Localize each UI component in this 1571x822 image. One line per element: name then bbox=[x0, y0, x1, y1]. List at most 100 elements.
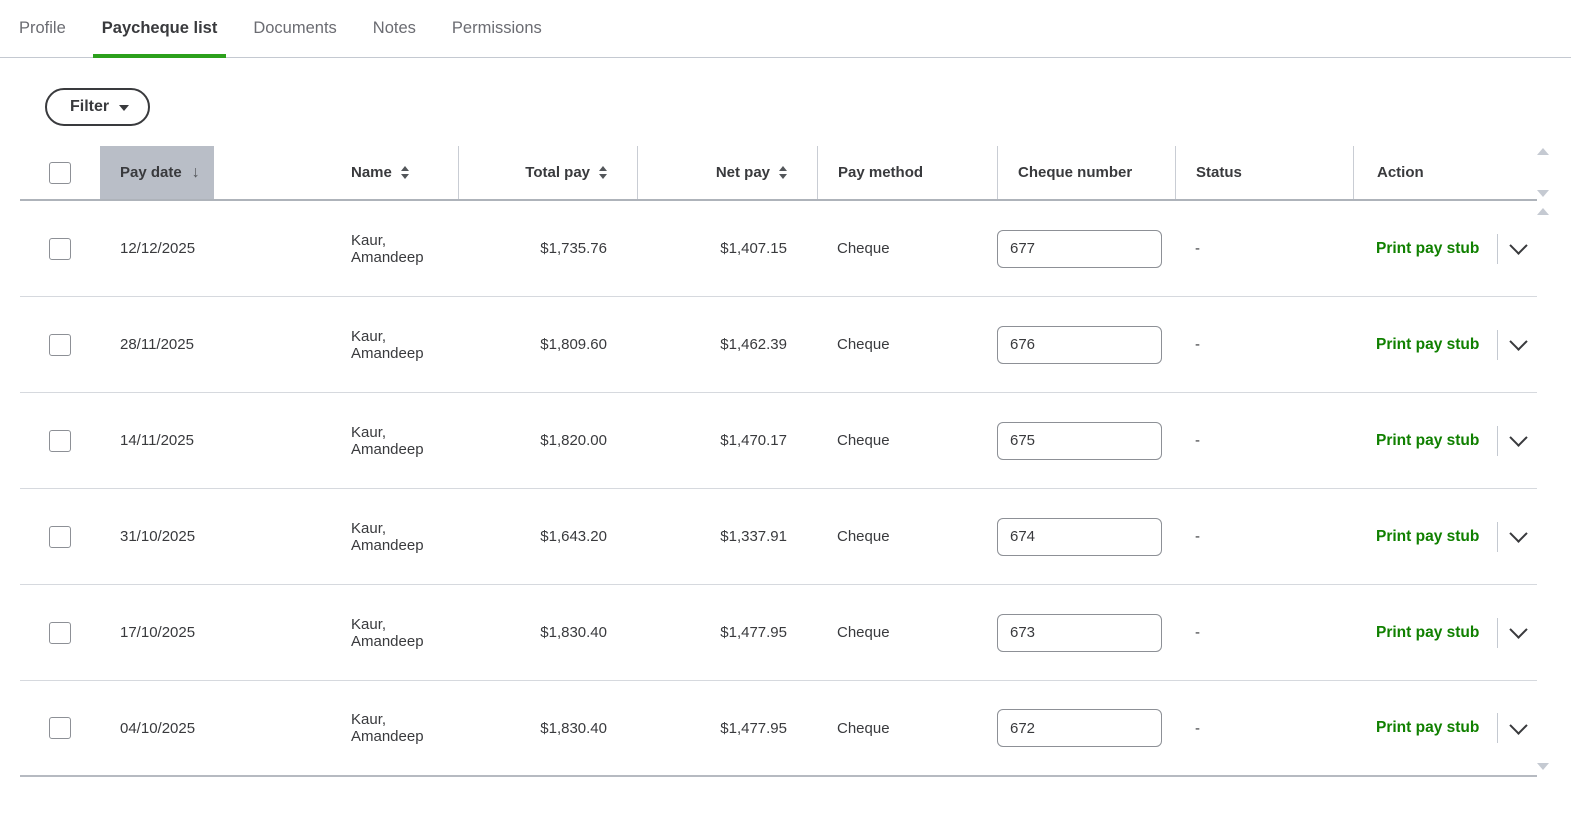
print-pay-stub-link[interactable]: Print pay stub bbox=[1376, 239, 1480, 257]
tab-notes[interactable]: Notes bbox=[372, 19, 416, 37]
status-cell: - bbox=[1195, 432, 1200, 449]
cheque-number-header-label: Cheque number bbox=[1018, 164, 1133, 181]
chevron-down-icon[interactable] bbox=[1509, 715, 1528, 735]
row-checkbox[interactable] bbox=[49, 237, 71, 260]
name-cell: Kaur, Amandeep bbox=[351, 327, 424, 362]
column-header-status: Status bbox=[1175, 146, 1353, 199]
pay-date-cell: 14/11/2025 bbox=[120, 432, 194, 449]
cheque-number-cell bbox=[997, 393, 1175, 488]
tab-profile[interactable]: Profile bbox=[19, 19, 66, 37]
column-header-action: Action bbox=[1353, 146, 1537, 199]
body-scroll-up-arrow[interactable] bbox=[1537, 208, 1549, 215]
tab-paycheque-list[interactable]: Paycheque list bbox=[92, 0, 227, 58]
cheque-number-cell bbox=[997, 297, 1175, 392]
net-pay-cell: $1,462.39 bbox=[720, 336, 787, 353]
pay-method-cell: Cheque bbox=[837, 528, 890, 545]
row-checkbox[interactable] bbox=[49, 525, 71, 548]
pay-method-cell: Cheque bbox=[837, 240, 890, 257]
tab-documents[interactable]: Documents bbox=[253, 19, 337, 37]
sort-icon bbox=[599, 166, 607, 179]
pay-method-header-label: Pay method bbox=[838, 164, 924, 181]
cheque-number-input[interactable] bbox=[997, 229, 1162, 268]
total-pay-cell: $1,830.40 bbox=[540, 624, 607, 641]
status-header-label: Status bbox=[1196, 164, 1242, 181]
cheque-number-cell bbox=[997, 585, 1175, 680]
pay-date-cell: 31/10/2025 bbox=[120, 528, 196, 545]
paycheque-table: Pay date ↓ Name Total pay Net pay Pay me… bbox=[20, 146, 1537, 777]
chevron-down-icon bbox=[119, 105, 130, 111]
total-pay-cell: $1,643.20 bbox=[540, 528, 607, 545]
name-cell: Kaur, Amandeep bbox=[351, 423, 424, 458]
chevron-down-icon[interactable] bbox=[1509, 620, 1528, 639]
net-pay-cell: $1,477.95 bbox=[720, 624, 787, 641]
pay-date-cell: 12/12/2025 bbox=[120, 240, 196, 257]
print-pay-stub-link[interactable]: Print pay stub bbox=[1376, 719, 1480, 736]
chevron-down-icon[interactable] bbox=[1509, 236, 1528, 255]
print-pay-stub-link[interactable]: Print pay stub bbox=[1376, 527, 1480, 545]
pay-date-header-label: Pay date bbox=[120, 164, 182, 181]
cheque-number-input[interactable] bbox=[997, 709, 1162, 747]
action-cell: Print pay stub bbox=[1353, 201, 1537, 296]
table-body: 12/12/2025 Kaur, Amandeep $1,735.76 $1,4… bbox=[20, 201, 1537, 777]
cheque-number-input[interactable] bbox=[997, 421, 1162, 460]
total-pay-cell: $1,735.76 bbox=[540, 240, 607, 257]
net-pay-cell: $1,337.91 bbox=[720, 528, 787, 545]
total-pay-header-label: Total pay bbox=[525, 164, 590, 181]
filter-button-label: Filter bbox=[70, 98, 110, 115]
action-divider bbox=[1496, 617, 1498, 648]
pay-date-cell: 04/10/2025 bbox=[120, 719, 196, 737]
column-header-net-pay[interactable]: Net pay bbox=[637, 146, 817, 199]
total-pay-cell: $1,809.60 bbox=[540, 336, 607, 353]
action-divider bbox=[1496, 713, 1498, 743]
name-header-label: Name bbox=[351, 164, 392, 181]
row-checkbox[interactable] bbox=[49, 621, 71, 644]
status-cell: - bbox=[1195, 719, 1200, 737]
row-checkbox[interactable] bbox=[49, 333, 71, 356]
print-pay-stub-link[interactable]: Print pay stub bbox=[1376, 431, 1480, 449]
column-header-cheque-number: Cheque number bbox=[997, 146, 1175, 199]
action-cell: Print pay stub bbox=[1353, 585, 1537, 680]
status-cell: - bbox=[1195, 240, 1200, 257]
print-pay-stub-link[interactable]: Print pay stub bbox=[1376, 623, 1480, 641]
column-header-name[interactable]: Name bbox=[283, 146, 458, 199]
table-row: 17/10/2025 Kaur, Amandeep $1,830.40 $1,4… bbox=[20, 585, 1537, 681]
sort-button-pay-date[interactable]: Pay date ↓ bbox=[100, 146, 214, 199]
name-cell: Kaur, Amandeep bbox=[351, 711, 424, 745]
cheque-number-cell bbox=[997, 489, 1175, 584]
action-cell: Print pay stub bbox=[1353, 681, 1537, 775]
cheque-number-input[interactable] bbox=[997, 613, 1162, 652]
cheque-number-input[interactable] bbox=[997, 325, 1162, 364]
sort-descending-icon: ↓ bbox=[191, 163, 200, 181]
header-scroll-up-arrow[interactable] bbox=[1537, 148, 1549, 155]
row-checkbox[interactable] bbox=[49, 429, 71, 452]
body-scroll-down-arrow[interactable] bbox=[1537, 763, 1549, 770]
action-header-label: Action bbox=[1377, 164, 1424, 181]
status-cell: - bbox=[1195, 624, 1200, 641]
action-cell: Print pay stub bbox=[1353, 489, 1537, 584]
row-checkbox[interactable] bbox=[49, 717, 71, 739]
tab-bar: Profile Paycheque list Documents Notes P… bbox=[0, 0, 1571, 58]
pay-date-cell: 28/11/2025 bbox=[120, 336, 194, 353]
table-header-row: Pay date ↓ Name Total pay Net pay Pay me… bbox=[20, 146, 1537, 201]
header-scroll-down-arrow[interactable] bbox=[1537, 190, 1549, 197]
pay-date-cell: 17/10/2025 bbox=[120, 624, 196, 641]
action-divider bbox=[1496, 233, 1498, 264]
pay-method-cell: Cheque bbox=[837, 432, 890, 449]
column-header-pay-method: Pay method bbox=[817, 146, 997, 199]
filter-button[interactable]: Filter bbox=[45, 88, 151, 126]
net-pay-cell: $1,407.15 bbox=[720, 240, 787, 257]
tab-permissions[interactable]: Permissions bbox=[451, 19, 542, 37]
select-all-checkbox[interactable] bbox=[49, 161, 71, 184]
cheque-number-cell bbox=[997, 201, 1175, 296]
chevron-down-icon[interactable] bbox=[1509, 428, 1528, 447]
chevron-down-icon[interactable] bbox=[1509, 332, 1528, 351]
table-row: 31/10/2025 Kaur, Amandeep $1,643.20 $1,3… bbox=[20, 489, 1537, 585]
column-header-pay-date: Pay date ↓ bbox=[100, 146, 283, 199]
status-cell: - bbox=[1195, 528, 1200, 545]
name-cell: Kaur, Amandeep bbox=[351, 231, 424, 266]
name-cell: Kaur, Amandeep bbox=[351, 519, 424, 554]
chevron-down-icon[interactable] bbox=[1509, 524, 1528, 543]
print-pay-stub-link[interactable]: Print pay stub bbox=[1376, 335, 1480, 353]
column-header-total-pay[interactable]: Total pay bbox=[458, 146, 637, 199]
cheque-number-input[interactable] bbox=[997, 517, 1162, 556]
